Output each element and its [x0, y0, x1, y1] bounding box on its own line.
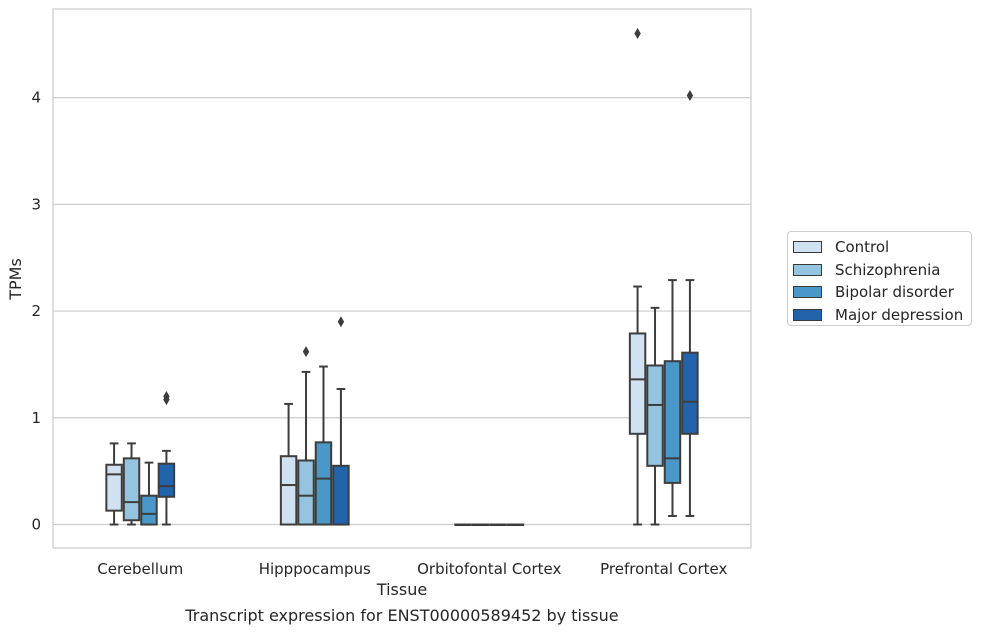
- x-tick-label-hipppocampus: Hipppocampus: [259, 560, 371, 578]
- box-bipolar-disorder-hipppocampus: [314, 365, 333, 526]
- flier-point: [337, 316, 345, 328]
- box-series: [105, 28, 699, 527]
- x-tick-label-orbitofontal-cortex: Orbitofontal Cortex: [417, 560, 561, 578]
- y-tick-label-1: 1: [31, 409, 41, 427]
- plot-frame: [52, 8, 752, 549]
- box-iqr: [105, 463, 123, 512]
- legend-item-major-depression: Major depression: [788, 304, 971, 327]
- box-control-cerebellum: [105, 442, 123, 526]
- x-tick-label-prefrontal-cortex: Prefrontal Cortex: [600, 560, 727, 578]
- y-tick-label-3: 3: [31, 195, 41, 213]
- box-major-depression-hipppocampus: [332, 316, 350, 526]
- box-iqr: [332, 464, 350, 526]
- legend-swatch-control: [793, 241, 822, 254]
- y-tick-label-2: 2: [31, 302, 41, 320]
- box-major-depression-cerebellum: [157, 390, 176, 526]
- box-iqr: [140, 494, 158, 526]
- box-major-depression-prefrontal-cortex: [681, 89, 699, 517]
- box-schizophrenia-hipppocampus: [297, 346, 315, 526]
- box-major-depression-orbitofontal-cortex: [506, 523, 525, 527]
- box-iqr: [122, 457, 141, 522]
- box-control-hipppocampus: [279, 402, 298, 526]
- box-iqr: [628, 332, 647, 435]
- chart-title: Transcript expression for ENST0000058945…: [185, 606, 619, 625]
- box-iqr: [279, 455, 298, 526]
- legend-label-schizophrenia: Schizophrenia: [835, 260, 941, 279]
- legend: Control Schizophrenia Bipolar disorder M…: [787, 231, 972, 326]
- legend-item-schizophrenia: Schizophrenia: [788, 259, 971, 282]
- box-iqr: [157, 462, 176, 498]
- legend-label-control: Control: [835, 238, 890, 257]
- box-iqr: [663, 360, 682, 484]
- flier-point: [634, 28, 641, 40]
- box-bipolar-disorder-cerebellum: [140, 461, 158, 526]
- box-iqr: [314, 441, 333, 526]
- y-tick-label-4: 4: [31, 89, 41, 107]
- box-iqr: [646, 364, 664, 467]
- box-control-prefrontal-cortex: [628, 28, 647, 526]
- plot-background: [53, 9, 751, 548]
- flier-point: [302, 346, 310, 358]
- legend-swatch-bipolar-disorder: [793, 286, 822, 299]
- y-tick-labels: 0 1 2 3 4: [31, 89, 41, 534]
- box-schizophrenia-prefrontal-cortex: [646, 306, 664, 526]
- box-bipolar-disorder-orbitofontal-cortex: [489, 523, 507, 527]
- legend-item-bipolar-disorder: Bipolar disorder: [788, 281, 971, 304]
- legend-item-control: Control: [788, 236, 971, 259]
- box-iqr: [681, 351, 699, 435]
- x-tick-label-cerebellum: Cerebellum: [97, 560, 183, 578]
- box-iqr: [297, 459, 315, 526]
- legend-swatch-schizophrenia: [793, 263, 822, 276]
- legend-swatch-major-depression: [793, 308, 822, 321]
- y-axis-label: TPMs: [6, 258, 25, 301]
- flier-point: [163, 390, 170, 402]
- x-axis-label: Tissue: [376, 580, 427, 599]
- box-schizophrenia-cerebellum: [122, 442, 141, 526]
- legend-label-major-depression: Major depression: [835, 305, 964, 324]
- legend-label-bipolar-disorder: Bipolar disorder: [835, 283, 954, 302]
- x-tick-labels: Cerebellum Hipppocampus Orbitofontal Corte…: [97, 560, 727, 578]
- box-schizophrenia-orbitofontal-cortex: [471, 523, 490, 527]
- flier-point: [686, 89, 694, 101]
- y-tick-label-0: 0: [31, 516, 41, 534]
- box-bipolar-disorder-prefrontal-cortex: [663, 279, 682, 517]
- box-control-orbitofontal-cortex: [454, 523, 472, 527]
